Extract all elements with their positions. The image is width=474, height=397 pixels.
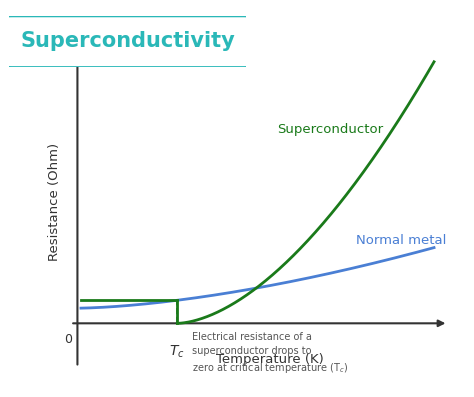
Text: Superconductor: Superconductor bbox=[278, 123, 383, 136]
FancyBboxPatch shape bbox=[0, 16, 256, 67]
Text: Temperature (K): Temperature (K) bbox=[216, 353, 324, 366]
Text: Normal metal: Normal metal bbox=[356, 234, 446, 247]
Text: $T_c$: $T_c$ bbox=[169, 344, 185, 360]
Text: 0: 0 bbox=[64, 333, 73, 346]
Text: Electrical resistance of a
superconductor drops to
zero at critical temperature : Electrical resistance of a superconducto… bbox=[191, 331, 348, 375]
Text: Superconductivity: Superconductivity bbox=[20, 31, 236, 51]
Text: Resistance (Ohm): Resistance (Ohm) bbox=[48, 143, 61, 261]
